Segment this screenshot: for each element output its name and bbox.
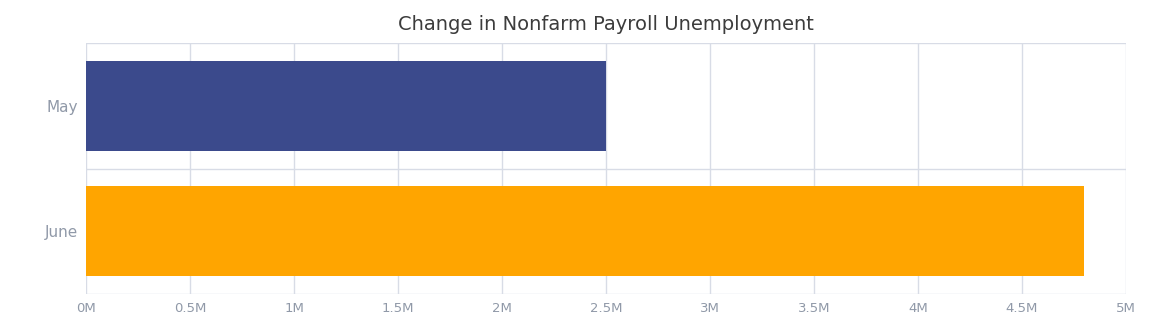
- Bar: [86, 61, 607, 151]
- Title: Change in Nonfarm Payroll Unemployment: Change in Nonfarm Payroll Unemployment: [399, 15, 813, 33]
- Bar: [86, 186, 1085, 277]
